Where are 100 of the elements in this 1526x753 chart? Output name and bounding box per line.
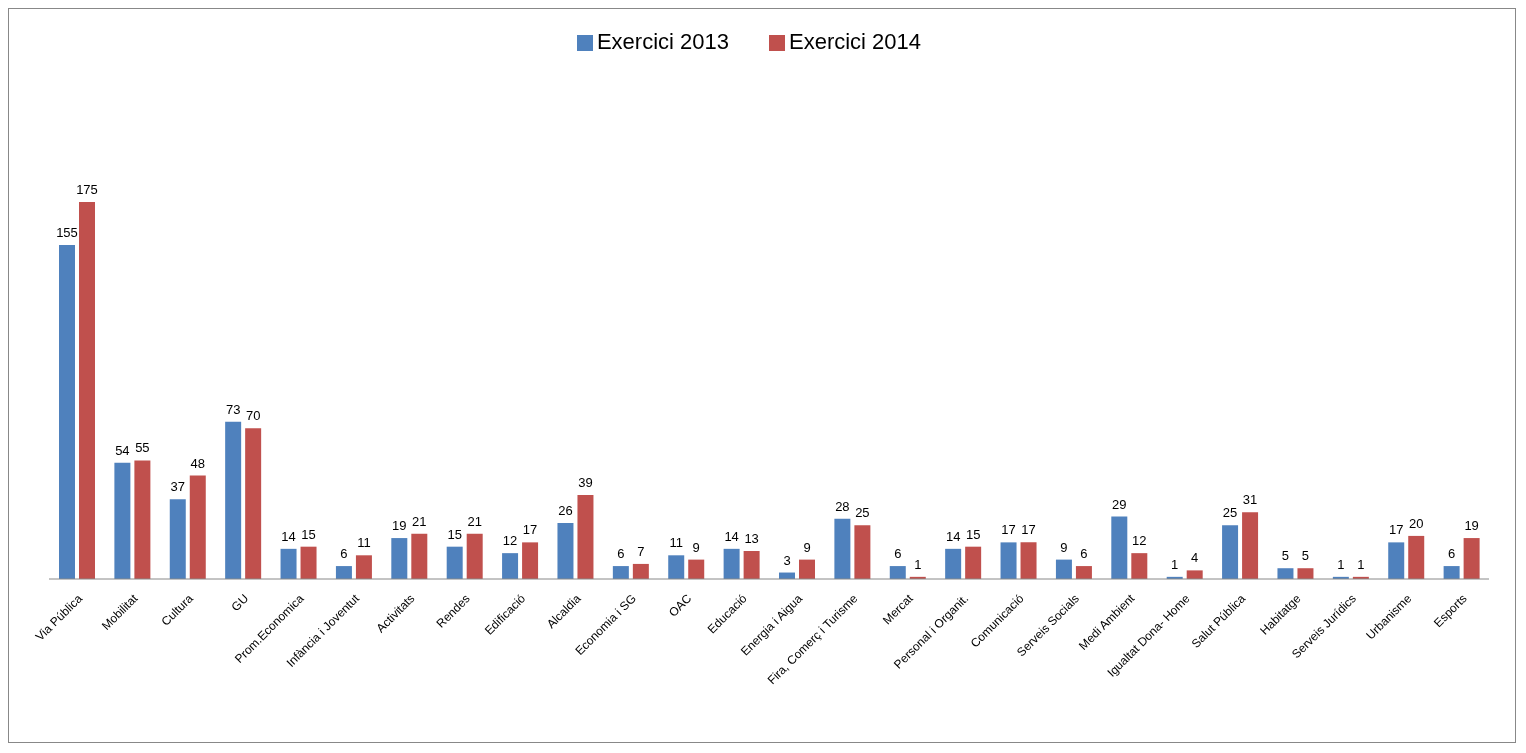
data-label: 21 bbox=[467, 513, 482, 529]
data-label: 55 bbox=[135, 440, 150, 456]
bar bbox=[300, 546, 317, 579]
bar bbox=[1131, 553, 1148, 579]
data-label: 25 bbox=[1222, 505, 1238, 521]
data-label: 48 bbox=[190, 455, 205, 471]
data-label: 39 bbox=[578, 474, 593, 490]
bar bbox=[799, 559, 815, 579]
bar bbox=[1020, 542, 1037, 579]
bar bbox=[335, 566, 352, 579]
bar bbox=[446, 546, 463, 579]
data-label: 17 bbox=[522, 522, 538, 538]
bar bbox=[391, 538, 408, 579]
bar bbox=[59, 245, 75, 579]
bar bbox=[245, 428, 262, 579]
bar bbox=[114, 462, 131, 579]
data-label: 19 bbox=[392, 518, 407, 534]
bar bbox=[834, 518, 851, 579]
data-label: 15 bbox=[301, 526, 316, 542]
bar bbox=[280, 548, 297, 579]
data-label: 73 bbox=[225, 401, 241, 417]
bar bbox=[965, 546, 982, 579]
data-label: 29 bbox=[1112, 496, 1127, 512]
data-label: 26 bbox=[558, 502, 573, 518]
legend-label: Exercici 2013 bbox=[596, 29, 729, 54]
data-label: 155 bbox=[56, 225, 78, 241]
data-label: 31 bbox=[1242, 492, 1258, 508]
bar bbox=[189, 475, 206, 579]
data-label: 25 bbox=[855, 505, 870, 521]
data-label: 21 bbox=[412, 513, 427, 529]
data-label: 9 bbox=[803, 539, 811, 555]
bar bbox=[411, 533, 428, 579]
data-label: 13 bbox=[744, 530, 759, 546]
data-label: 1 bbox=[914, 556, 922, 572]
bar bbox=[612, 566, 629, 579]
data-label: 6 bbox=[340, 546, 348, 562]
data-label: 20 bbox=[1409, 515, 1424, 531]
data-label: 1 bbox=[1337, 556, 1345, 572]
bar bbox=[522, 542, 539, 579]
bar bbox=[1000, 542, 1017, 579]
data-label: 3 bbox=[783, 552, 791, 568]
bar bbox=[79, 201, 95, 579]
bar bbox=[1277, 568, 1294, 579]
bar bbox=[632, 563, 649, 579]
data-label: 6 bbox=[1080, 546, 1088, 562]
data-label: 14 bbox=[281, 528, 296, 544]
data-label: 54 bbox=[115, 442, 130, 458]
bar bbox=[225, 421, 242, 579]
bar bbox=[1408, 535, 1425, 579]
bar bbox=[668, 555, 685, 579]
bar bbox=[1222, 525, 1239, 579]
bar bbox=[945, 548, 962, 579]
bar bbox=[1388, 542, 1405, 579]
data-label: 14 bbox=[945, 528, 961, 544]
data-label: 70 bbox=[245, 408, 261, 424]
data-label: 7 bbox=[637, 543, 645, 559]
bar bbox=[854, 525, 871, 579]
data-label: 12 bbox=[1132, 533, 1147, 549]
bar bbox=[134, 460, 151, 579]
data-label: 12 bbox=[502, 533, 518, 549]
data-label: 11 bbox=[669, 535, 683, 551]
data-label: 6 bbox=[617, 546, 625, 562]
bar bbox=[688, 559, 705, 579]
data-label: 6 bbox=[1448, 546, 1456, 562]
bar bbox=[502, 553, 519, 579]
data-label: 9 bbox=[1060, 539, 1068, 555]
bar bbox=[889, 566, 906, 579]
bar bbox=[355, 555, 372, 579]
bar bbox=[1463, 538, 1480, 579]
data-label: 5 bbox=[1281, 548, 1290, 564]
data-label: 9 bbox=[692, 539, 700, 555]
bar bbox=[1186, 570, 1203, 579]
data-label: 19 bbox=[1464, 518, 1479, 534]
bar bbox=[1242, 512, 1259, 579]
legend-label: Exercici 2014 bbox=[789, 29, 922, 54]
data-label: 14 bbox=[724, 528, 739, 544]
data-label: 175 bbox=[76, 181, 98, 197]
bar bbox=[1055, 559, 1072, 579]
data-label: 6 bbox=[894, 546, 902, 562]
data-label: 11 bbox=[357, 535, 371, 551]
data-label: 17 bbox=[1001, 522, 1016, 538]
bar bbox=[577, 494, 594, 579]
data-label: 28 bbox=[835, 498, 850, 514]
data-label: 17 bbox=[1389, 522, 1404, 538]
data-label: 15 bbox=[965, 526, 981, 542]
data-label: 1 bbox=[1171, 556, 1179, 572]
data-label: 5 bbox=[1301, 548, 1310, 564]
data-label: 15 bbox=[447, 526, 462, 542]
bar bbox=[1443, 566, 1460, 579]
bar bbox=[1111, 516, 1128, 579]
bar bbox=[743, 550, 760, 579]
bar bbox=[557, 522, 574, 579]
bar bbox=[1297, 568, 1314, 579]
bar bbox=[1075, 566, 1092, 579]
data-label: 37 bbox=[170, 479, 185, 495]
data-label: 17 bbox=[1021, 522, 1036, 538]
data-label: 1 bbox=[1357, 556, 1365, 572]
bar bbox=[169, 499, 186, 579]
bar bbox=[466, 533, 483, 579]
bar bbox=[723, 548, 740, 579]
